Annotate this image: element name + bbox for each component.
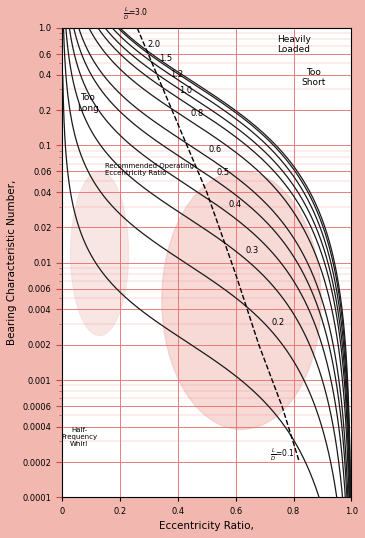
Text: 0.4: 0.4 <box>228 200 242 209</box>
Text: 0.6: 0.6 <box>208 145 222 153</box>
Text: Too
Short: Too Short <box>301 68 326 87</box>
Text: 0.8: 0.8 <box>191 109 204 117</box>
Text: Too
Long: Too Long <box>77 93 99 112</box>
Text: Half-
Frequency
Whirl: Half- Frequency Whirl <box>61 427 97 447</box>
Text: 2.0: 2.0 <box>147 40 161 49</box>
Text: 1.5: 1.5 <box>159 54 172 63</box>
Text: $\frac{L}{D}$=0.1: $\frac{L}{D}$=0.1 <box>270 447 295 463</box>
Text: 0.2: 0.2 <box>272 318 285 327</box>
Ellipse shape <box>70 171 128 336</box>
Text: Heavily
Loaded: Heavily Loaded <box>277 35 311 54</box>
Ellipse shape <box>162 171 321 429</box>
Text: 1.2: 1.2 <box>170 70 184 80</box>
X-axis label: Eccentricity Ratio,: Eccentricity Ratio, <box>159 521 254 531</box>
Text: 0.3: 0.3 <box>246 246 259 255</box>
Text: 1.0: 1.0 <box>179 86 192 95</box>
Text: 0.5: 0.5 <box>217 168 230 178</box>
Text: Recommended Operating
Eccentricity Ratio: Recommended Operating Eccentricity Ratio <box>105 163 194 176</box>
Text: $\frac{L}{D}$=3.0: $\frac{L}{D}$=3.0 <box>123 6 148 23</box>
Y-axis label: Bearing Characteristic Number,: Bearing Characteristic Number, <box>7 180 17 345</box>
